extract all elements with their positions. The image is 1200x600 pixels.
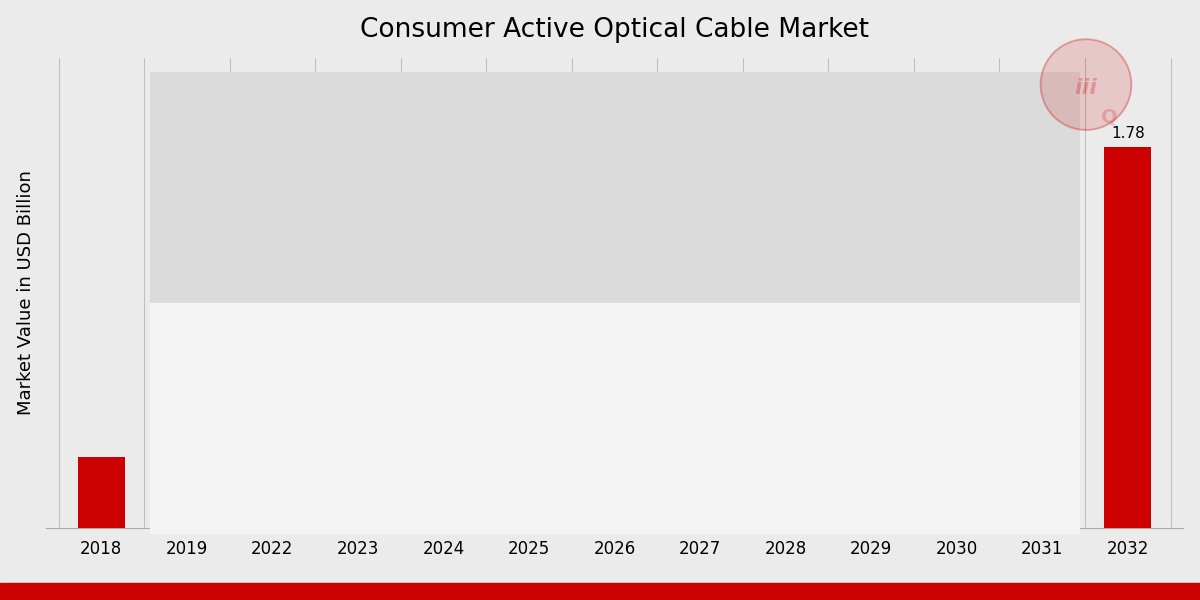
Bar xyxy=(420,402,467,528)
Text: iii: iii xyxy=(1074,78,1098,98)
Bar xyxy=(335,417,382,528)
Bar xyxy=(934,244,980,528)
Y-axis label: Market Value in USD Billion: Market Value in USD Billion xyxy=(17,170,35,415)
Title: Consumer Active Optical Cable Market: Consumer Active Optical Cable Market xyxy=(360,17,869,43)
Bar xyxy=(592,365,638,528)
Circle shape xyxy=(1040,39,1132,130)
Bar xyxy=(847,278,895,528)
Bar xyxy=(505,385,552,528)
Bar xyxy=(78,457,125,528)
Text: 0.59: 0.59 xyxy=(426,380,461,395)
Text: 0.52: 0.52 xyxy=(341,395,374,410)
Bar xyxy=(1019,199,1066,528)
Bar xyxy=(1104,148,1151,528)
Bar xyxy=(677,340,724,528)
Bar xyxy=(163,451,210,528)
Bar xyxy=(762,312,809,528)
Bar xyxy=(248,430,296,528)
Text: 1.78: 1.78 xyxy=(1111,126,1145,141)
Text: Q: Q xyxy=(1102,107,1118,127)
